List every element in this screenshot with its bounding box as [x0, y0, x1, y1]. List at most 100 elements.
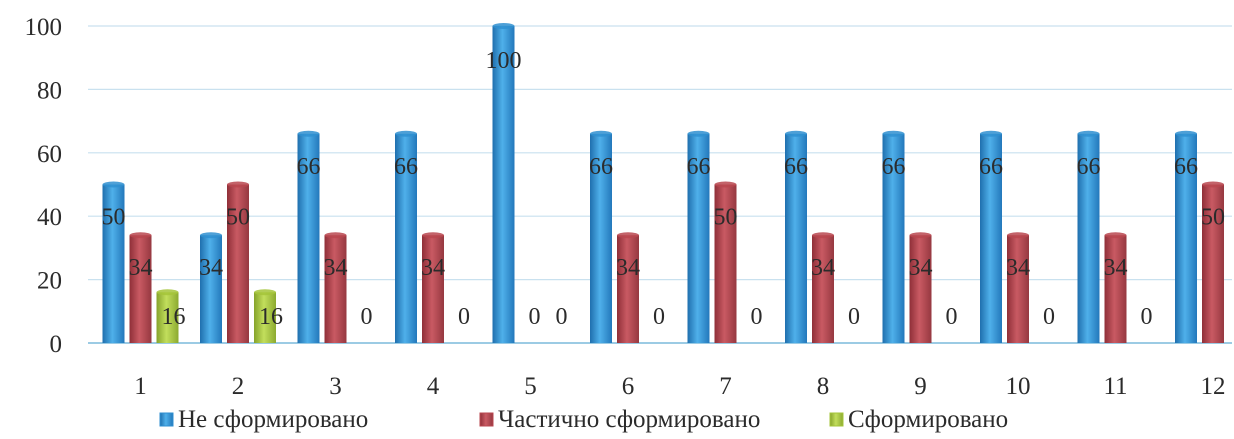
data-label: 34	[324, 255, 348, 281]
bar	[200, 235, 222, 343]
data-label: 34	[811, 255, 835, 281]
bar	[156, 292, 179, 343]
bar	[617, 235, 639, 343]
x-tick-label: 10	[1006, 373, 1031, 400]
bar	[590, 133, 612, 343]
bar	[492, 26, 515, 343]
data-label: 0	[556, 304, 568, 330]
data-label: 66	[394, 154, 418, 180]
bar-cap	[687, 130, 710, 137]
bar	[1007, 235, 1029, 343]
data-label: 0	[1043, 304, 1055, 330]
bar	[129, 235, 152, 343]
bar	[102, 184, 125, 343]
y-tick-label: 40	[37, 204, 62, 231]
data-label: 50	[1201, 205, 1225, 231]
bar-cap	[492, 23, 515, 29]
bar-cap	[1077, 130, 1100, 137]
x-tick-label: 11	[1103, 373, 1127, 400]
x-tick-label: 6	[622, 373, 635, 400]
bar-cap	[590, 130, 612, 137]
bar-cap	[129, 232, 152, 239]
x-tick-label: 3	[329, 373, 342, 400]
bar	[1077, 133, 1100, 343]
legend-label: Не сформировано	[178, 406, 368, 433]
bar-cap	[227, 181, 249, 188]
x-tick-label: 7	[719, 373, 732, 400]
bar-cap	[156, 289, 179, 296]
bar-cap	[254, 289, 276, 296]
bar	[1175, 133, 1197, 343]
data-label: 34	[199, 255, 223, 281]
data-label: 50	[226, 205, 250, 231]
bar-cap	[980, 130, 1002, 137]
bar-cap	[812, 232, 834, 239]
data-label: 34	[1006, 255, 1030, 281]
y-tick-label: 0	[50, 331, 63, 358]
x-tick-label: 8	[817, 373, 830, 400]
x-tick-label: 4	[427, 373, 440, 400]
bar	[254, 292, 276, 343]
bar	[1104, 235, 1127, 343]
data-label: 0	[946, 304, 958, 330]
data-label: 66	[979, 154, 1003, 180]
bar-cap	[714, 181, 737, 188]
data-label: 0	[751, 304, 763, 330]
data-label: 50	[102, 205, 126, 231]
bar-cap	[200, 232, 222, 239]
bar-cap	[297, 130, 320, 137]
bar-cap	[102, 181, 125, 188]
bar-cap	[324, 232, 347, 239]
bar-cap	[1202, 181, 1224, 188]
legend-label: Частично сформировано	[498, 406, 760, 433]
legend-swatch	[479, 412, 494, 427]
y-tick-label: 60	[37, 141, 62, 168]
data-label: 66	[589, 154, 613, 180]
bar	[714, 184, 737, 343]
data-label: 34	[1104, 255, 1128, 281]
bar	[422, 235, 444, 343]
bar-cap	[1104, 232, 1127, 239]
data-label: 66	[882, 154, 906, 180]
data-label: 0	[529, 304, 541, 330]
data-label: 50	[714, 205, 738, 231]
data-label: 0	[1141, 304, 1153, 330]
bar-cap	[785, 130, 807, 137]
legend-label: Сформировано	[848, 406, 1008, 433]
data-label: 0	[361, 304, 373, 330]
bar	[227, 184, 249, 343]
data-label: 34	[616, 255, 640, 281]
data-label: 66	[1077, 154, 1101, 180]
bar-cap	[909, 232, 932, 239]
bar	[882, 133, 905, 343]
bar-cap	[617, 232, 639, 239]
data-label: 66	[297, 154, 321, 180]
x-tick-label: 9	[914, 373, 927, 400]
bar	[1202, 184, 1224, 343]
data-label: 100	[486, 48, 522, 74]
bar	[812, 235, 834, 343]
bar	[785, 133, 807, 343]
legend-item: Не сформировано	[159, 406, 368, 433]
data-label: 34	[421, 255, 445, 281]
bar	[909, 235, 932, 343]
x-tick-label: 12	[1201, 373, 1226, 400]
data-label: 0	[848, 304, 860, 330]
data-label: 66	[784, 154, 808, 180]
bars	[102, 23, 1224, 343]
y-tick-label: 100	[25, 14, 63, 41]
legend-item: Частично сформировано	[479, 406, 760, 433]
y-axis: 0 20 40 60 80 100	[25, 14, 63, 358]
bar-cap	[1007, 232, 1029, 239]
legend-swatch	[159, 412, 174, 427]
bar-cap	[422, 232, 444, 239]
data-label: 0	[653, 304, 665, 330]
bar	[687, 133, 710, 343]
legend: Не сформировано Частично сформировано Сфор…	[159, 406, 1008, 433]
bar-cap	[882, 130, 905, 137]
y-tick-label: 20	[37, 268, 62, 295]
x-axis: 1 2 3 4 5 6 7 8 9 10 11 12	[134, 373, 1225, 400]
